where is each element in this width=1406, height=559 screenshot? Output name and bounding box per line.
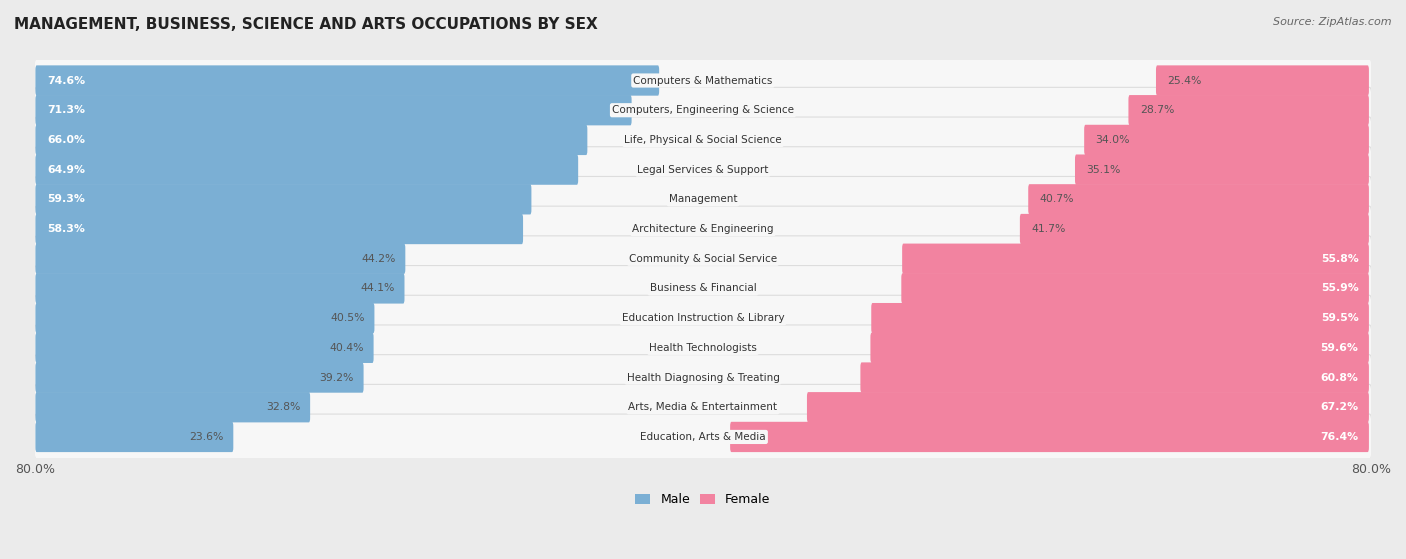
Text: Arts, Media & Entertainment: Arts, Media & Entertainment [628, 402, 778, 412]
FancyBboxPatch shape [35, 273, 405, 304]
Text: 66.0%: 66.0% [48, 135, 86, 145]
Text: 59.5%: 59.5% [1320, 313, 1358, 323]
Text: 60.8%: 60.8% [1320, 372, 1358, 382]
Text: Legal Services & Support: Legal Services & Support [637, 164, 769, 174]
FancyBboxPatch shape [1076, 154, 1369, 185]
Text: 39.2%: 39.2% [319, 372, 354, 382]
FancyBboxPatch shape [34, 177, 1372, 222]
Text: 40.5%: 40.5% [330, 313, 364, 323]
FancyBboxPatch shape [1129, 95, 1369, 125]
FancyBboxPatch shape [34, 58, 1372, 103]
FancyBboxPatch shape [34, 266, 1372, 311]
Text: 64.9%: 64.9% [48, 164, 86, 174]
FancyBboxPatch shape [1084, 125, 1369, 155]
Text: Computers, Engineering & Science: Computers, Engineering & Science [612, 105, 794, 115]
FancyBboxPatch shape [35, 333, 374, 363]
Text: 25.4%: 25.4% [1167, 75, 1202, 86]
Text: 55.9%: 55.9% [1320, 283, 1358, 293]
Text: Education, Arts & Media: Education, Arts & Media [640, 432, 766, 442]
Text: 28.7%: 28.7% [1140, 105, 1174, 115]
Text: 35.1%: 35.1% [1087, 164, 1121, 174]
FancyBboxPatch shape [903, 244, 1369, 274]
FancyBboxPatch shape [901, 273, 1369, 304]
Text: 55.8%: 55.8% [1320, 254, 1358, 264]
FancyBboxPatch shape [34, 87, 1372, 133]
FancyBboxPatch shape [34, 385, 1372, 430]
Text: Business & Financial: Business & Financial [650, 283, 756, 293]
Text: 76.4%: 76.4% [1320, 432, 1358, 442]
Text: 41.7%: 41.7% [1031, 224, 1066, 234]
FancyBboxPatch shape [730, 422, 1369, 452]
Text: 40.4%: 40.4% [329, 343, 364, 353]
Text: Community & Social Service: Community & Social Service [628, 254, 778, 264]
FancyBboxPatch shape [35, 65, 659, 96]
FancyBboxPatch shape [35, 244, 405, 274]
FancyBboxPatch shape [35, 362, 364, 392]
Text: 44.2%: 44.2% [361, 254, 395, 264]
FancyBboxPatch shape [1019, 214, 1369, 244]
Text: Computers & Mathematics: Computers & Mathematics [633, 75, 773, 86]
Text: 34.0%: 34.0% [1095, 135, 1130, 145]
Text: MANAGEMENT, BUSINESS, SCIENCE AND ARTS OCCUPATIONS BY SEX: MANAGEMENT, BUSINESS, SCIENCE AND ARTS O… [14, 17, 598, 32]
Text: Source: ZipAtlas.com: Source: ZipAtlas.com [1274, 17, 1392, 27]
FancyBboxPatch shape [35, 392, 311, 423]
FancyBboxPatch shape [34, 325, 1372, 371]
Text: Architecture & Engineering: Architecture & Engineering [633, 224, 773, 234]
FancyBboxPatch shape [872, 303, 1369, 333]
Text: 59.3%: 59.3% [48, 195, 86, 205]
Text: Management: Management [669, 195, 737, 205]
FancyBboxPatch shape [35, 303, 374, 333]
Text: Health Diagnosing & Treating: Health Diagnosing & Treating [627, 372, 779, 382]
Text: 32.8%: 32.8% [266, 402, 301, 412]
FancyBboxPatch shape [860, 362, 1369, 392]
FancyBboxPatch shape [34, 295, 1372, 341]
FancyBboxPatch shape [34, 117, 1372, 163]
FancyBboxPatch shape [34, 206, 1372, 252]
Text: 44.1%: 44.1% [360, 283, 395, 293]
Text: Education Instruction & Library: Education Instruction & Library [621, 313, 785, 323]
Legend: Male, Female: Male, Female [630, 488, 776, 511]
FancyBboxPatch shape [35, 125, 588, 155]
Text: 74.6%: 74.6% [48, 75, 86, 86]
FancyBboxPatch shape [35, 184, 531, 215]
FancyBboxPatch shape [34, 354, 1372, 400]
FancyBboxPatch shape [34, 236, 1372, 282]
FancyBboxPatch shape [34, 414, 1372, 460]
FancyBboxPatch shape [35, 214, 523, 244]
Text: 71.3%: 71.3% [48, 105, 86, 115]
FancyBboxPatch shape [34, 147, 1372, 192]
FancyBboxPatch shape [807, 392, 1369, 423]
Text: 58.3%: 58.3% [48, 224, 86, 234]
FancyBboxPatch shape [35, 422, 233, 452]
Text: Life, Physical & Social Science: Life, Physical & Social Science [624, 135, 782, 145]
Text: 59.6%: 59.6% [1320, 343, 1358, 353]
FancyBboxPatch shape [1156, 65, 1369, 96]
FancyBboxPatch shape [35, 95, 631, 125]
FancyBboxPatch shape [870, 333, 1369, 363]
FancyBboxPatch shape [1028, 184, 1369, 215]
FancyBboxPatch shape [35, 154, 578, 185]
Text: 40.7%: 40.7% [1039, 195, 1074, 205]
Text: Health Technologists: Health Technologists [650, 343, 756, 353]
Text: 67.2%: 67.2% [1320, 402, 1358, 412]
Text: 23.6%: 23.6% [190, 432, 224, 442]
